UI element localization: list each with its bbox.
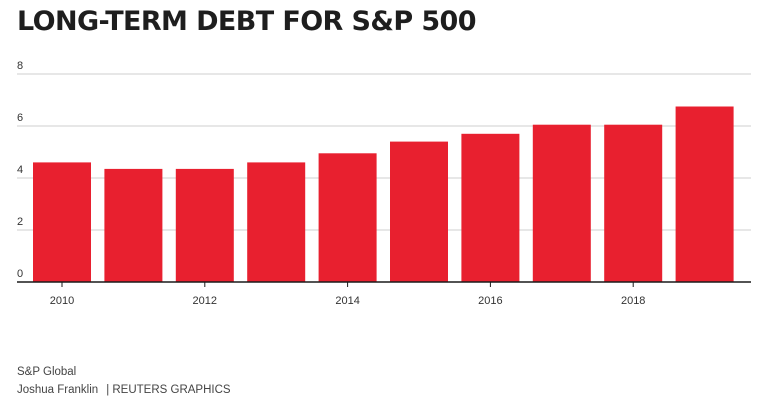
bar (604, 124, 663, 282)
bar (532, 124, 591, 282)
source-note: S&P Global (17, 366, 77, 378)
bar (33, 162, 91, 282)
y-tick-label: 4 (17, 164, 23, 176)
x-tick-label: 2012 (193, 295, 217, 307)
bar (461, 133, 520, 282)
graphics-credit: | REUTERS GRAPHICS (106, 384, 231, 396)
chart-title: LONG-TERM DEBT FOR S&P 500 (17, 6, 477, 37)
x-tick-label: 2018 (621, 295, 645, 307)
y-tick-label: 2 (17, 216, 23, 228)
author-name: Joshua Franklin (17, 384, 99, 396)
y-tick-label: 8 (17, 60, 23, 72)
bar-chart: 0 2 4 6 8 2010 2012 2014 2016 2018 (17, 60, 751, 307)
bar (175, 168, 234, 282)
bar (247, 162, 306, 282)
x-tick-label: 2014 (335, 295, 359, 307)
bar (104, 168, 163, 282)
x-tick-label: 2010 (50, 295, 74, 307)
bar (390, 141, 448, 282)
y-tick-label: 6 (17, 112, 23, 124)
bar (318, 153, 377, 282)
x-tick-label: 2016 (478, 295, 502, 307)
y-tick-label: 0 (17, 268, 23, 280)
credit-line: Joshua Franklin | REUTERS GRAPHICS (17, 384, 231, 396)
bar (675, 106, 734, 282)
